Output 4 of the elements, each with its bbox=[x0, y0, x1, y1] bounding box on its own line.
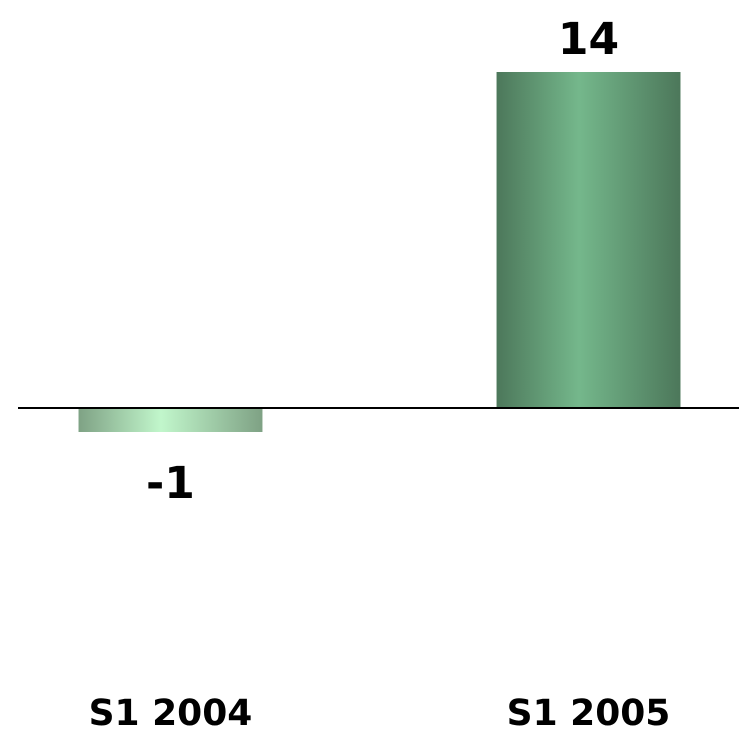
x-tick-label: S1 2005 bbox=[506, 693, 670, 730]
data-label: 14 bbox=[558, 14, 620, 65]
x-tick-label: S1 2004 bbox=[88, 693, 252, 730]
data-label: -1 bbox=[146, 458, 195, 509]
